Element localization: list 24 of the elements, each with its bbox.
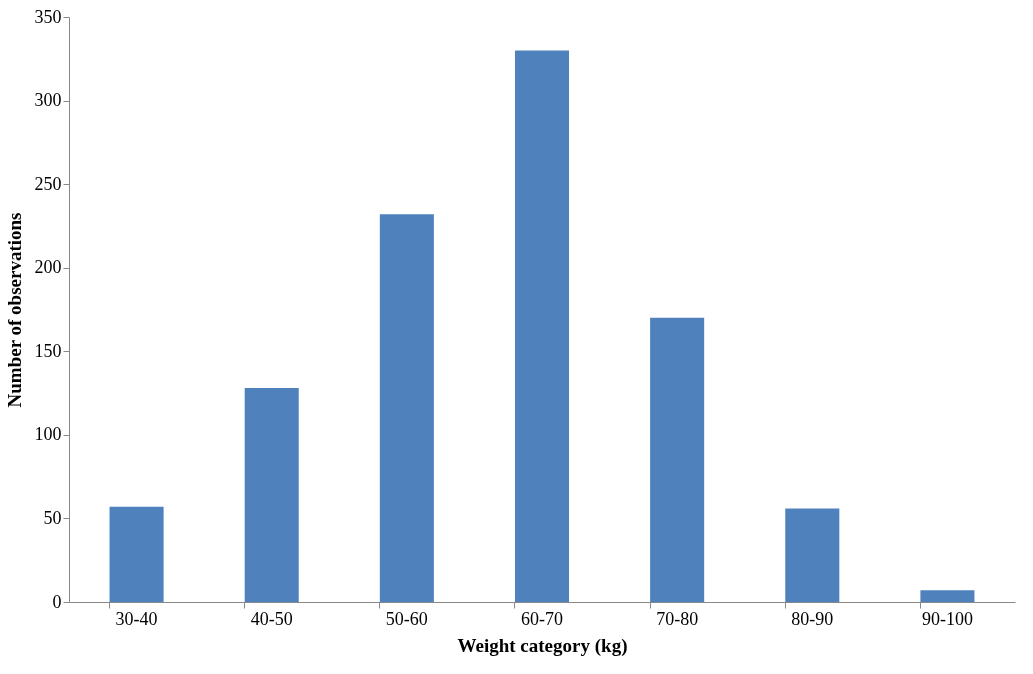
bar <box>920 590 975 602</box>
x-tick-label: 50-60 <box>385 608 428 629</box>
y-tick-label: 0 <box>52 591 62 612</box>
x-tick-label: 80-90 <box>791 608 834 629</box>
x-tick-label: 90-100 <box>921 608 973 629</box>
x-tick-label: 40-50 <box>250 608 293 629</box>
x-tick-label: 70-80 <box>656 608 699 629</box>
y-axis-title: Number of observations <box>3 212 25 408</box>
bar <box>785 508 840 602</box>
y-tick-label: 100 <box>34 424 62 445</box>
x-tick-label: 60-70 <box>521 608 563 629</box>
y-tick-label: 200 <box>34 257 62 278</box>
y-tick-label: 350 <box>34 6 62 27</box>
x-axis-title: Weight category (kg) <box>457 634 628 657</box>
bar <box>244 388 299 602</box>
y-tick-label: 300 <box>34 90 62 111</box>
bar <box>514 50 570 602</box>
y-tick-label: 150 <box>34 340 62 361</box>
bar <box>379 214 434 602</box>
bar <box>650 317 705 602</box>
y-tick-label: 50 <box>43 507 62 528</box>
x-tick-label: 30-40 <box>115 608 158 629</box>
bar <box>109 506 164 602</box>
y-tick-label: 250 <box>34 173 62 194</box>
